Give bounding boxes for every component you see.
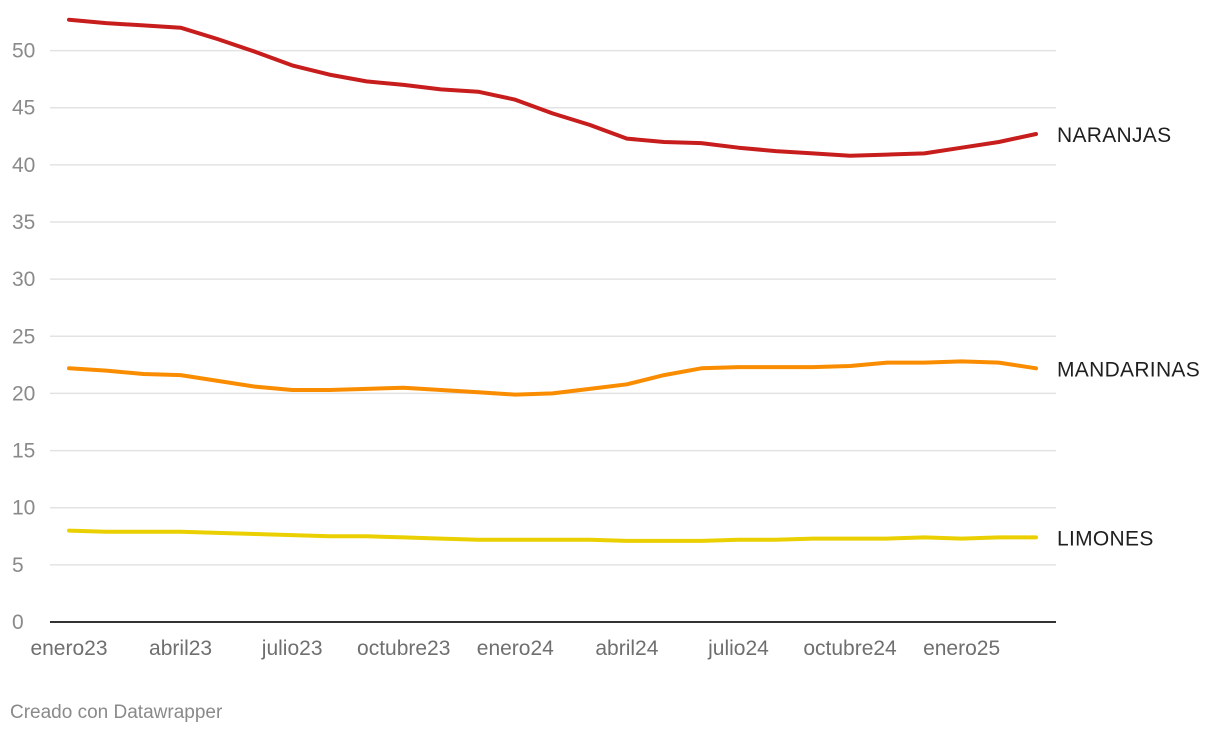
y-tick-label: 30: [12, 268, 35, 291]
x-tick-label: octubre23: [357, 637, 450, 660]
series-label-naranjas: NARANJAS: [1057, 124, 1171, 147]
x-axis: enero23 abril23 julio23 octubre23 enero24 abr…: [30, 637, 1000, 660]
y-tick-label: 45: [12, 97, 35, 120]
gridlines: [50, 49, 1056, 566]
series-lines: [67, 17, 1038, 543]
y-axis: 0 5 10 15 20 25 30 35 40 45 50: [12, 40, 35, 634]
x-tick-label: enero25: [923, 637, 1000, 660]
credit-footer: Creado con Datawrapper: [10, 702, 223, 723]
x-tick-label: julio23: [261, 637, 323, 660]
x-tick-label: octubre24: [803, 637, 897, 660]
series-line-mandarinas: [67, 359, 1038, 397]
x-tick-label: julio24: [707, 637, 769, 660]
y-tick-label: 25: [12, 325, 35, 348]
x-tick-label: abril24: [595, 637, 658, 660]
series-label-limones: LIMONES: [1057, 527, 1154, 550]
x-tick-label: enero23: [30, 637, 107, 660]
series-line-limones: [67, 528, 1038, 543]
x-tick-label: enero24: [477, 637, 554, 660]
series-line-naranjas: [67, 17, 1038, 158]
y-tick-label: 0: [12, 611, 24, 634]
series-labels: NARANJAS MANDARINAS LIMONES: [1057, 124, 1200, 550]
y-tick-label: 50: [12, 40, 35, 63]
y-tick-label: 35: [12, 211, 35, 234]
y-tick-label: 15: [12, 440, 35, 463]
y-tick-label: 40: [12, 154, 35, 177]
x-tick-label: abril23: [149, 637, 212, 660]
y-tick-label: 5: [12, 554, 24, 577]
y-tick-label: 10: [12, 497, 35, 520]
series-label-mandarinas: MANDARINAS: [1057, 358, 1200, 381]
y-tick-label: 20: [12, 382, 35, 405]
